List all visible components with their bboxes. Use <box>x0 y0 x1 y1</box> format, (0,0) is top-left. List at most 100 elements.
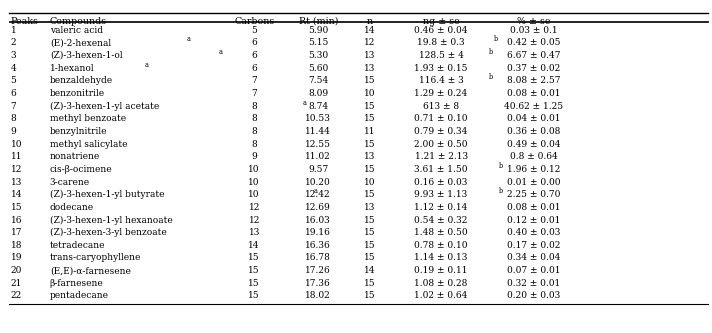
Text: 15: 15 <box>364 190 376 199</box>
Text: 1: 1 <box>11 26 16 35</box>
Text: (Z)-3-hexen-1-yl butyrate: (Z)-3-hexen-1-yl butyrate <box>50 190 164 199</box>
Text: 18: 18 <box>11 241 22 250</box>
Text: 15: 15 <box>364 165 376 174</box>
Text: 0.16 ± 0.03: 0.16 ± 0.03 <box>414 177 468 186</box>
Text: 20: 20 <box>11 266 22 275</box>
Text: 7: 7 <box>251 89 257 98</box>
Text: 15: 15 <box>364 215 376 224</box>
Text: 0.08 ± 0.01: 0.08 ± 0.01 <box>507 203 560 212</box>
Text: 16.78: 16.78 <box>305 253 331 262</box>
Text: 10: 10 <box>248 177 260 186</box>
Text: 0.79 ± 0.34: 0.79 ± 0.34 <box>414 127 468 136</box>
Text: cis-β-ocimene: cis-β-ocimene <box>50 165 112 174</box>
Text: 1.14 ± 0.13: 1.14 ± 0.13 <box>414 253 468 262</box>
Text: 0.08 ± 0.01: 0.08 ± 0.01 <box>507 89 560 98</box>
Text: 1.29 ± 0.24: 1.29 ± 0.24 <box>414 89 468 98</box>
Text: 10.53: 10.53 <box>305 114 331 123</box>
Text: 0.49 ± 0.04: 0.49 ± 0.04 <box>507 140 560 149</box>
Text: 6: 6 <box>251 38 257 47</box>
Text: 5.60: 5.60 <box>308 64 328 73</box>
Text: 5.30: 5.30 <box>308 51 328 60</box>
Text: 9.93 ± 1.13: 9.93 ± 1.13 <box>414 190 468 199</box>
Text: 10: 10 <box>364 89 376 98</box>
Text: 14: 14 <box>364 266 376 275</box>
Text: 0.17 ± 0.02: 0.17 ± 0.02 <box>507 241 560 250</box>
Text: a: a <box>219 48 223 56</box>
Text: 15: 15 <box>364 279 376 288</box>
Text: 8: 8 <box>11 114 16 123</box>
Text: 6: 6 <box>251 51 257 60</box>
Text: b: b <box>499 162 503 170</box>
Text: 0.46 ± 0.04: 0.46 ± 0.04 <box>414 26 468 35</box>
Text: 6: 6 <box>11 89 16 98</box>
Text: trans-caryophyllene: trans-caryophyllene <box>50 253 141 262</box>
Text: benzylnitrile: benzylnitrile <box>50 127 108 136</box>
Text: 0.37 ± 0.02: 0.37 ± 0.02 <box>507 64 560 73</box>
Text: 13: 13 <box>365 64 375 73</box>
Text: 15: 15 <box>364 76 376 85</box>
Text: 0.71 ± 0.10: 0.71 ± 0.10 <box>414 114 468 123</box>
Text: 12: 12 <box>248 203 260 212</box>
Text: % ± se: % ± se <box>517 17 550 26</box>
Text: Peaks: Peaks <box>11 17 38 26</box>
Text: 13: 13 <box>365 152 375 161</box>
Text: 10: 10 <box>11 140 22 149</box>
Text: 1.12 ± 0.14: 1.12 ± 0.14 <box>414 203 468 212</box>
Text: b: b <box>494 35 498 43</box>
Text: 22: 22 <box>11 291 22 300</box>
Text: 15: 15 <box>364 253 376 262</box>
Text: (E)-2-hexenal: (E)-2-hexenal <box>50 38 111 47</box>
Text: 0.34 ± 0.04: 0.34 ± 0.04 <box>507 253 560 262</box>
Text: 8: 8 <box>251 114 257 123</box>
Text: 3.61 ± 1.50: 3.61 ± 1.50 <box>414 165 468 174</box>
Text: 3-carene: 3-carene <box>50 177 90 186</box>
Text: 7: 7 <box>11 102 16 111</box>
Text: 0.78 ± 0.10: 0.78 ± 0.10 <box>414 241 468 250</box>
Text: 8: 8 <box>251 102 257 111</box>
Text: 10.20: 10.20 <box>305 177 331 186</box>
Text: 5: 5 <box>251 26 257 35</box>
Text: 11: 11 <box>364 127 376 136</box>
Text: 15: 15 <box>364 241 376 250</box>
Text: 14: 14 <box>364 26 376 35</box>
Text: 6.67 ± 0.47: 6.67 ± 0.47 <box>507 51 560 60</box>
Text: 1.96 ± 0.12: 1.96 ± 0.12 <box>507 165 560 174</box>
Text: 10: 10 <box>248 190 260 199</box>
Text: 15: 15 <box>364 114 376 123</box>
Text: valeric acid: valeric acid <box>50 26 103 35</box>
Text: Rt (min): Rt (min) <box>298 17 338 26</box>
Text: 17.36: 17.36 <box>305 279 331 288</box>
Text: 9: 9 <box>11 127 16 136</box>
Text: 0.07 ± 0.01: 0.07 ± 0.01 <box>507 266 560 275</box>
Text: 12.55: 12.55 <box>305 140 331 149</box>
Text: 0.40 ± 0.03: 0.40 ± 0.03 <box>507 228 560 237</box>
Text: 0.54 ± 0.32: 0.54 ± 0.32 <box>414 215 468 224</box>
Text: 15: 15 <box>364 140 376 149</box>
Text: 9.57: 9.57 <box>308 165 328 174</box>
Text: 1.93 ± 0.15: 1.93 ± 0.15 <box>414 64 468 73</box>
Text: 0.42 ± 0.05: 0.42 ± 0.05 <box>507 38 560 47</box>
Text: 2: 2 <box>11 38 16 47</box>
Text: 0.32 ± 0.01: 0.32 ± 0.01 <box>507 279 560 288</box>
Text: 5.15: 5.15 <box>308 38 328 47</box>
Text: 18.02: 18.02 <box>305 291 331 300</box>
Text: n: n <box>367 17 373 26</box>
Text: 14: 14 <box>11 190 22 199</box>
Text: 13: 13 <box>365 51 375 60</box>
Text: 13: 13 <box>11 177 22 186</box>
Text: 12.69: 12.69 <box>305 203 331 212</box>
Text: Compounds: Compounds <box>50 17 107 26</box>
Text: b: b <box>499 187 503 195</box>
Text: tetradecane: tetradecane <box>50 241 105 250</box>
Text: 15: 15 <box>364 291 376 300</box>
Text: 1.02 ± 0.64: 1.02 ± 0.64 <box>414 291 468 300</box>
Text: 128.5 ± 4: 128.5 ± 4 <box>419 51 464 60</box>
Text: 1.21 ± 2.13: 1.21 ± 2.13 <box>414 152 468 161</box>
Text: 11: 11 <box>11 152 22 161</box>
Text: 3: 3 <box>11 51 16 60</box>
Text: 16.03: 16.03 <box>305 215 331 224</box>
Text: 15: 15 <box>11 203 22 212</box>
Text: 8.08 ± 2.57: 8.08 ± 2.57 <box>507 76 560 85</box>
Text: 15: 15 <box>248 291 260 300</box>
Text: 10: 10 <box>364 177 376 186</box>
